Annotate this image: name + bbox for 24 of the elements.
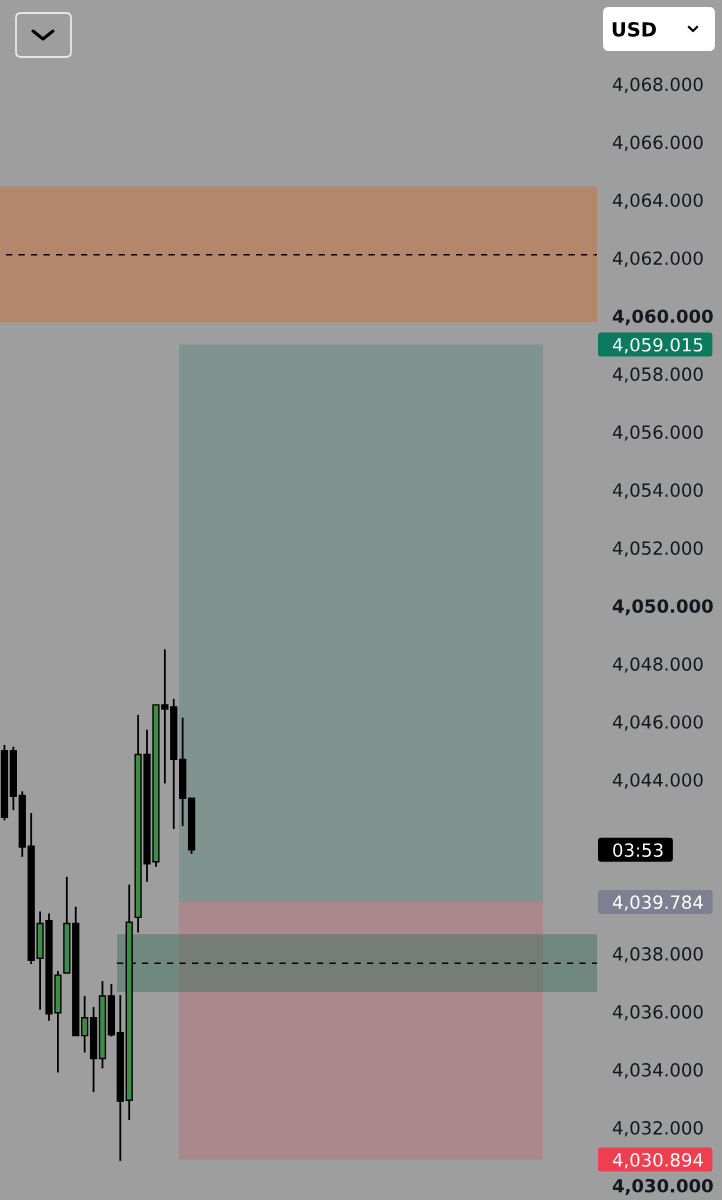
y-tick-label: 4,036.000: [612, 1005, 703, 1021]
y-tick-label: 4,032.000: [612, 1121, 703, 1137]
text: 4,039.784: [612, 895, 703, 911]
y-tick-label: 4,046.000: [612, 715, 703, 731]
y-tick-label: 4,064.000: [612, 193, 703, 209]
y-tick-label: 4,048.000: [612, 657, 703, 673]
y-tick-label: 4,062.000: [612, 251, 703, 267]
y-axis-title: USD: [612, 21, 656, 37]
text: 4,030.894: [612, 1153, 703, 1169]
text: 4,059.015: [612, 337, 703, 354]
y-tick-label: 4,068.000: [612, 77, 703, 94]
y-tick-label: 4,052.000: [612, 541, 703, 557]
y-tick-label: 4,054.000: [612, 483, 703, 499]
y-tick-label: 4,050.000: [612, 599, 713, 616]
y-tick-label: 4,060.000: [612, 309, 713, 326]
y-tick-label: 4,044.000: [612, 773, 703, 789]
candlestick: [81, 995, 89, 1054]
text: 03:53: [613, 843, 663, 857]
y-tick-label: 4,058.000: [612, 367, 703, 383]
y-tick-label: 4,030.000: [612, 1178, 713, 1195]
y-tick-label: 4,066.000: [612, 135, 703, 151]
y-tick-label: 4,034.000: [612, 1063, 703, 1079]
y-tick-label: 4,038.000: [612, 947, 703, 963]
y-tick-label: 4,056.000: [612, 425, 703, 441]
